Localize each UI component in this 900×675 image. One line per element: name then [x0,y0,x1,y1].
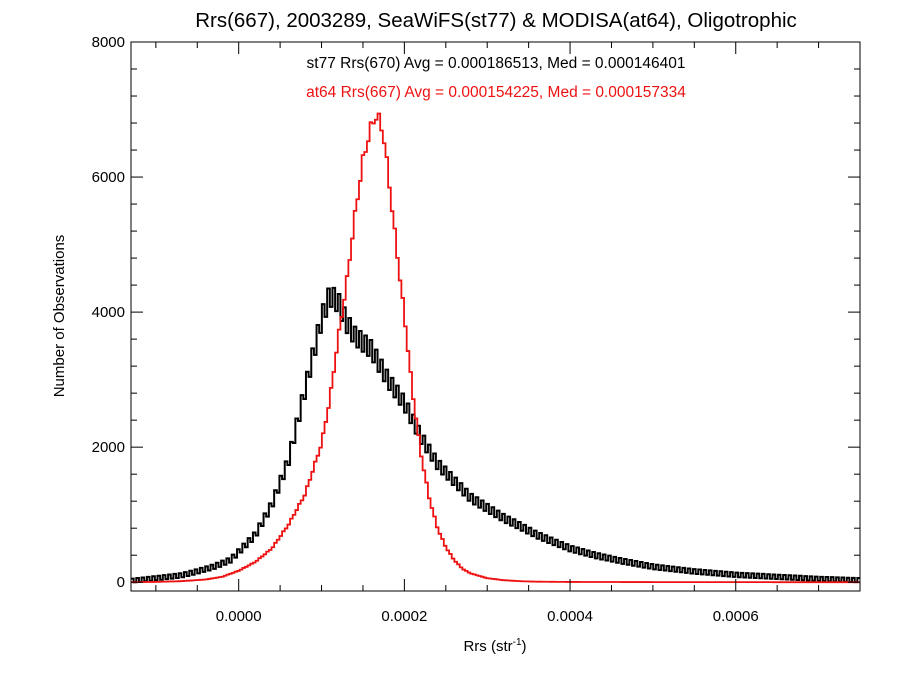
x-tick-label: 0.0002 [381,608,427,625]
series-at64-line [131,112,860,584]
series-st77-line [131,286,860,584]
y-axis-label: Number of Observations [51,235,68,398]
y-tick-label: 4000 [92,304,125,321]
x-axis-label-suffix: ) [522,638,527,655]
x-tick-label: 0.0000 [216,608,262,625]
x-axis-label: Rrs (str-1) [463,637,526,655]
y-axis: 0 2000 4000 6000 8000 [92,34,860,591]
series-layer [131,112,860,584]
plot-frame [130,41,861,592]
x-tick-label: 0.0004 [547,608,593,625]
x-axis-label-text: Rrs (str [463,638,512,655]
legend-entry-st77: st77 Rrs(670) Avg = 0.000186513, Med = 0… [307,55,686,72]
x-axis-label-superscript: -1 [513,637,522,648]
y-tick-label: 6000 [92,169,125,186]
y-tick-label: 0 [117,574,125,591]
chart-title: Rrs(667), 2003289, SeaWiFS(st77) & MODIS… [195,9,797,32]
legend-entry-at64: at64 Rrs(667) Avg = 0.000154225, Med = 0… [306,84,686,101]
legend: st77 Rrs(670) Avg = 0.000186513, Med = 0… [306,55,686,101]
x-tick-label: 0.0006 [713,608,759,625]
x-axis: 0.0000 0.0002 0.0004 0.0006 [155,42,861,625]
y-tick-label: 2000 [92,439,125,456]
y-tick-label: 8000 [92,34,125,51]
